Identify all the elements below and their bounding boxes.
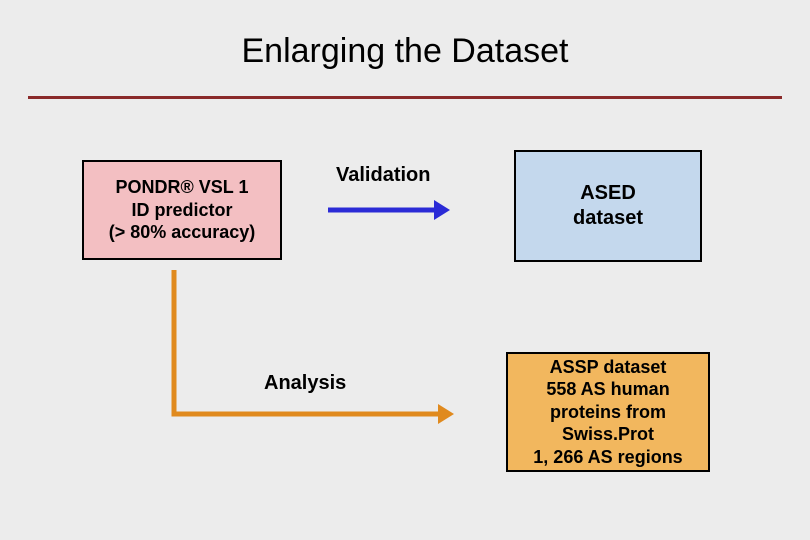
analysis-arrow-icon: [0, 0, 810, 540]
